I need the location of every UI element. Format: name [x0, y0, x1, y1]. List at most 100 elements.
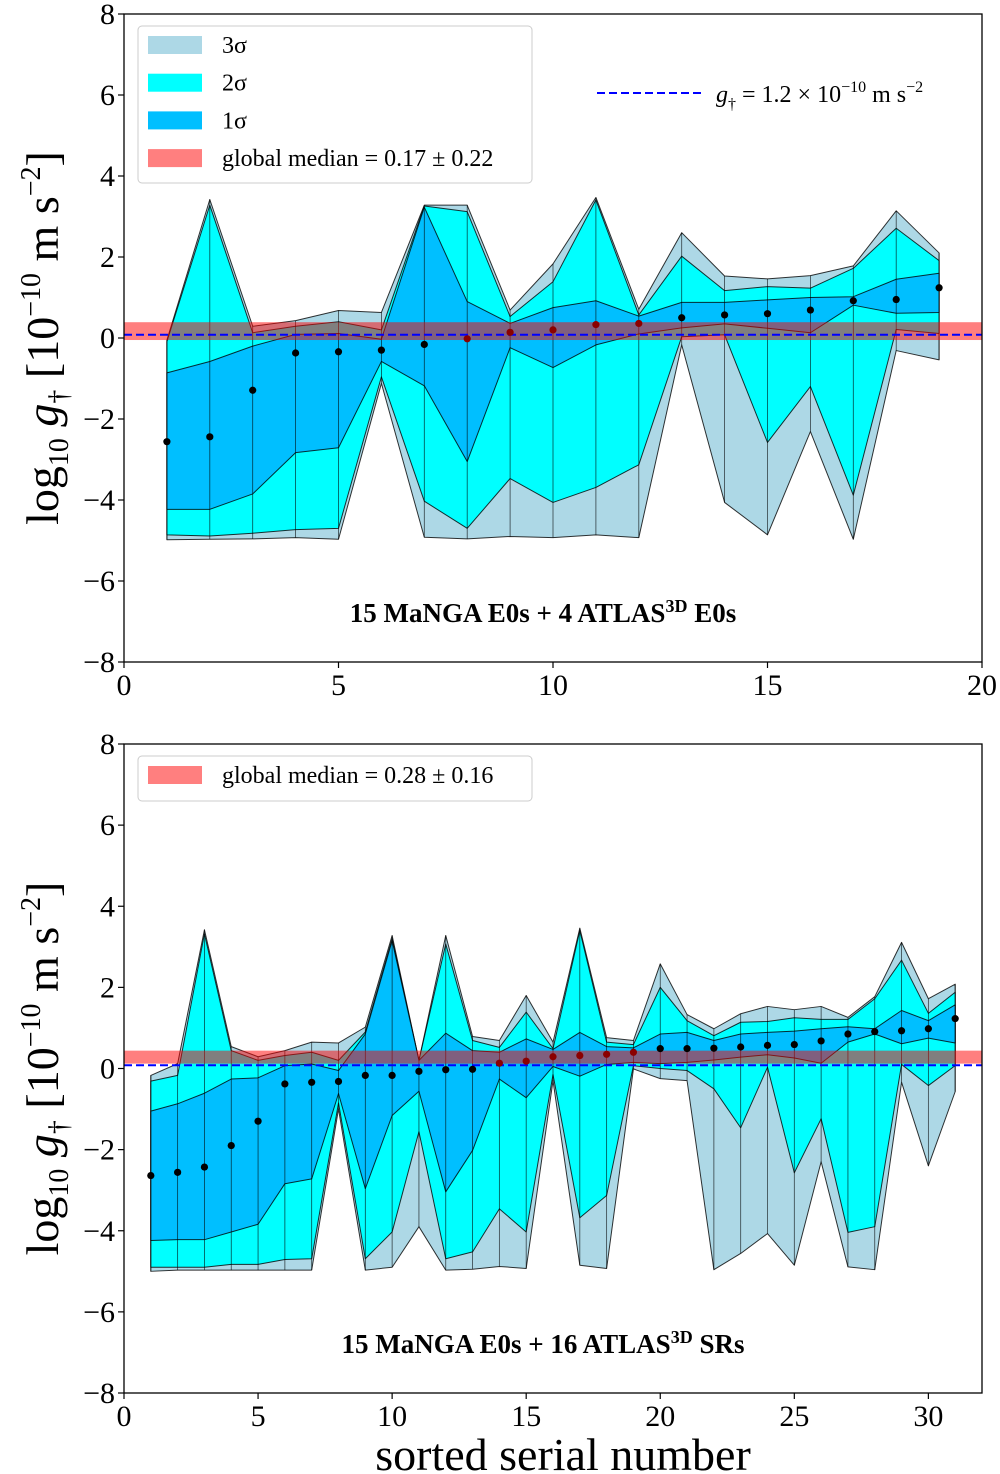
y-axis-label-part: −10: [16, 1003, 47, 1047]
median-point: [678, 314, 686, 322]
y-axis-label-part: log: [17, 1197, 68, 1256]
x-tick-label: 10: [538, 669, 568, 702]
median-point: [163, 438, 171, 446]
y-axis-label-part: 10: [44, 1169, 75, 1197]
y-axis-label-part: m s: [17, 196, 68, 273]
median-point: [710, 1044, 718, 1052]
y-tick-label: 0: [100, 1053, 115, 1086]
y-axis-label: log10 g† [10−10 m s−2]: [16, 151, 75, 525]
y-axis-label-part: −2: [16, 897, 47, 927]
median-point: [892, 295, 900, 304]
legend-gdagger-label-part: †: [728, 96, 736, 113]
x-tick-label: 20: [645, 1400, 675, 1433]
median-point: [763, 1041, 772, 1049]
panel-annotation-part: 3D: [671, 1327, 693, 1347]
median-point: [721, 311, 729, 319]
median-point: [656, 1045, 664, 1053]
median-point: [377, 346, 385, 354]
median-point: [924, 1025, 932, 1033]
plot-area: [124, 927, 982, 1272]
y-tick-label: 4: [100, 160, 115, 193]
y-tick-label: −4: [83, 1215, 115, 1248]
y-axis-label-part: ]: [17, 151, 68, 166]
median-point: [281, 1080, 289, 1088]
y-axis-label-part: g: [17, 1134, 68, 1169]
median-point: [506, 328, 514, 336]
median-point: [951, 1015, 959, 1023]
panel-annotation-part: SRs: [693, 1329, 745, 1359]
y-tick-label: −6: [83, 565, 115, 598]
median-point: [806, 306, 815, 314]
y-axis-label-part: m s: [17, 927, 68, 1004]
legend-swatch-median_band: [148, 149, 202, 168]
y-axis-label-part: log: [17, 466, 68, 525]
y-axis-label-part: 10: [44, 438, 75, 466]
median-point: [495, 1059, 503, 1067]
legend-gdagger-label-part: = 1.2 × 10: [736, 82, 841, 108]
x-tick-label: 5: [331, 669, 346, 702]
x-tick-label: 15: [753, 669, 783, 702]
median-point: [849, 297, 857, 305]
y-tick-label: −2: [83, 403, 115, 436]
y-axis-label-part: †: [44, 390, 75, 404]
x-tick-label: 5: [251, 1400, 266, 1433]
legend-gdagger-label-part: −2: [906, 79, 923, 96]
median-point: [549, 1053, 557, 1061]
median-point: [420, 340, 428, 349]
plot-area: [124, 196, 982, 541]
legend-box: [137, 25, 533, 184]
legend-label: global median = 0.28 ± 0.16: [222, 763, 493, 789]
y-axis-label-part: †: [44, 1120, 75, 1134]
x-tick-label: 10: [377, 1400, 407, 1433]
median-point: [249, 386, 257, 394]
x-tick-label: 30: [913, 1400, 943, 1433]
median-point: [844, 1030, 852, 1038]
panel-annotation-part: E0s: [687, 598, 736, 628]
median-point: [147, 1171, 155, 1180]
median-point: [629, 1048, 638, 1056]
median-point: [635, 319, 643, 328]
x-tick-label: 15: [511, 1400, 541, 1433]
median-point: [308, 1078, 316, 1086]
legend: 3σ 2σ 1σ global median = 0.17 ± 0.22: [137, 25, 533, 184]
y-tick-label: 2: [100, 241, 115, 274]
y-tick-label: 6: [100, 79, 115, 112]
y-tick-label: −6: [83, 1296, 115, 1329]
y-axis-label-part: [10: [17, 1047, 68, 1120]
y-tick-label: −4: [83, 484, 115, 517]
panel-annotation: 15 MaNGA E0s + 4 ATLAS3D E0s: [350, 596, 736, 628]
x-tick-label: 20: [967, 669, 997, 702]
median-point: [549, 326, 557, 334]
y-axis-label: log10 g† [10−10 m s−2]: [16, 882, 75, 1256]
legend-gdagger-label-part: m s: [866, 82, 906, 108]
legend-label: 2σ: [222, 71, 247, 97]
panel-annotation-part: 15 MaNGA E0s + 16 ATLAS: [342, 1329, 671, 1359]
legend-gdagger-label: g† = 1.2 × 10−10 m s−2: [716, 79, 923, 113]
median-point: [334, 1077, 343, 1086]
y-axis-label-part: −10: [16, 273, 47, 317]
legend-label: 3σ: [222, 33, 247, 59]
median-point: [292, 349, 300, 357]
legend-gdagger-label-part: g: [716, 82, 728, 108]
y-tick-label: 8: [100, 0, 115, 31]
median-point: [200, 1163, 209, 1171]
x-tick-label: 0: [117, 669, 132, 702]
legend-gdagger: g† = 1.2 × 10−10 m s−2: [597, 79, 923, 113]
median-point: [683, 1045, 691, 1053]
median-point: [763, 310, 772, 318]
y-axis-label-part: ]: [17, 882, 68, 897]
median-point: [871, 1027, 879, 1036]
median-point: [603, 1050, 611, 1058]
panel-annotation-part: 15 MaNGA E0s + 4 ATLAS: [350, 598, 666, 628]
legend-swatch-sigma2: [148, 73, 202, 92]
legend-label: global median = 0.17 ± 0.22: [222, 146, 493, 172]
median-point: [388, 1071, 396, 1079]
median-point: [592, 321, 600, 329]
y-tick-label: 0: [100, 322, 115, 355]
median-point: [206, 433, 214, 441]
legend-box: [137, 755, 533, 802]
median-point: [790, 1040, 798, 1049]
x-tick-label: 25: [779, 1400, 809, 1433]
